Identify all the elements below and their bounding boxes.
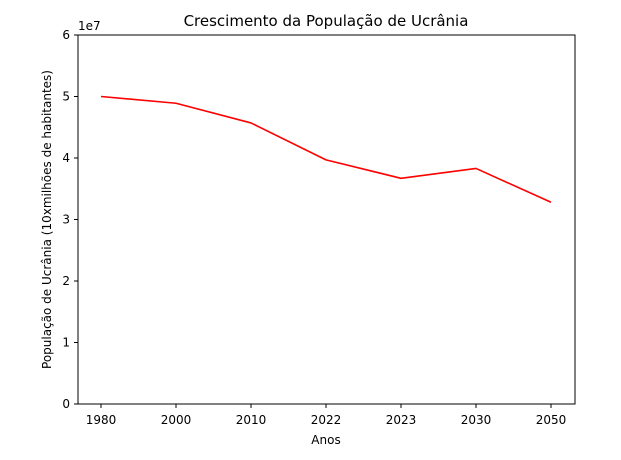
y-tick-label: 4 — [62, 151, 70, 165]
plot-area — [100, 95, 552, 204]
x-tick-label: 2000 — [161, 413, 192, 427]
y-tick-label: 1 — [62, 336, 70, 350]
series-line — [100, 95, 552, 204]
y-tick-label: 0 — [62, 397, 70, 411]
y-tick-label: 6 — [62, 28, 70, 42]
x-tick-label: 1980 — [86, 413, 117, 427]
chart-title: Crescimento da População de Ucrânia — [184, 12, 469, 30]
x-tick-label: 2022 — [311, 413, 342, 427]
x-axis-label: Anos — [311, 433, 340, 447]
y-axis-label: População de Ucrânia (10xmilhões de habi… — [40, 70, 54, 369]
y-tick-label: 2 — [62, 274, 70, 288]
x-axis: 1980 2000 2010 2022 2023 2030 2050 — [86, 404, 567, 427]
y-axis: 0 1 2 3 4 5 6 — [62, 28, 78, 411]
y-tick-label: 5 — [62, 90, 70, 104]
x-tick-label: 2050 — [536, 413, 567, 427]
x-tick-label: 2030 — [461, 413, 492, 427]
x-tick-label: 2010 — [236, 413, 267, 427]
y-tick-label: 3 — [62, 213, 70, 227]
y-axis-offset-label: 1e7 — [78, 19, 101, 33]
x-tick-label: 2023 — [386, 413, 417, 427]
